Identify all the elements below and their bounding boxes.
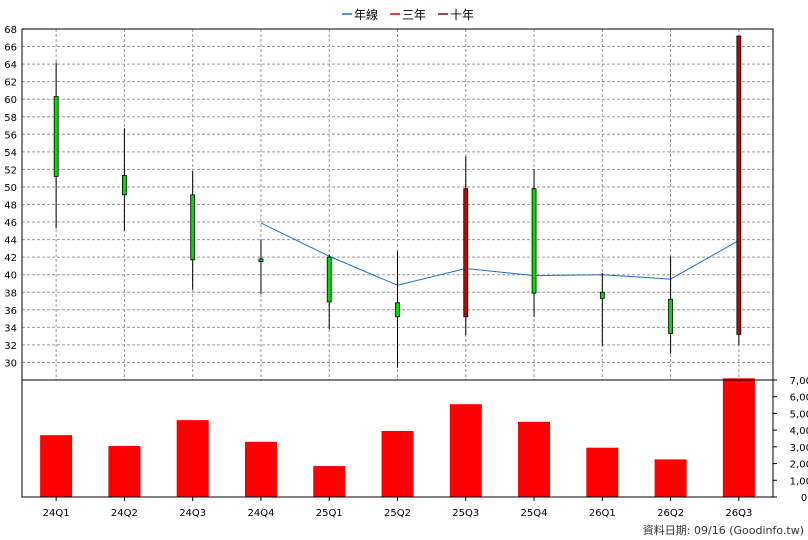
volume-tick-label: 6,000 bbox=[790, 393, 808, 404]
y-tick-label: 56 bbox=[4, 130, 17, 141]
y-tick-label: 30 bbox=[4, 358, 17, 369]
volume-tick-label: 7,000 bbox=[790, 376, 808, 387]
x-tick-label: 26Q3 bbox=[725, 508, 752, 519]
y-tick-label: 38 bbox=[4, 288, 17, 299]
chart-legend: 年線 三年 十年 bbox=[342, 7, 474, 22]
candle-body bbox=[668, 298, 673, 334]
legend-label: 十年 bbox=[450, 8, 474, 22]
volume-bar bbox=[313, 466, 346, 497]
volume-bar bbox=[176, 420, 209, 497]
y-tick-label: 58 bbox=[4, 113, 17, 124]
volume-bar bbox=[518, 421, 551, 497]
candle-body bbox=[531, 188, 537, 294]
candle-body bbox=[463, 188, 469, 318]
y-tick-label: 68 bbox=[4, 25, 17, 36]
x-tick-label: 24Q1 bbox=[43, 508, 70, 519]
y-tick-label: 40 bbox=[4, 271, 17, 282]
y-tick-label: 32 bbox=[4, 341, 17, 352]
candle-body bbox=[599, 291, 605, 299]
x-axis: 24Q1 24Q2 24Q3 24Q4 25Q1 25Q2 25Q3 25Q4 26Q1 26Q2… bbox=[43, 497, 752, 519]
candle-body bbox=[122, 175, 127, 196]
candle-body bbox=[326, 256, 332, 303]
x-tick-label: 25Q3 bbox=[452, 508, 479, 519]
volume-bar bbox=[244, 441, 277, 497]
candle-body bbox=[258, 258, 264, 262]
volume-bar bbox=[586, 447, 619, 497]
y-tick-label: 60 bbox=[4, 95, 17, 106]
y-tick-label: 44 bbox=[4, 236, 17, 247]
volume-tick-label: 2,000 bbox=[790, 460, 808, 471]
x-tick-label: 26Q1 bbox=[589, 508, 616, 519]
x-tick-label: 24Q2 bbox=[111, 508, 138, 519]
volume-tick-label: 0 bbox=[801, 493, 807, 504]
y-tick-label: 64 bbox=[4, 60, 17, 71]
y-tick-label: 52 bbox=[4, 165, 17, 176]
x-tick-label: 25Q1 bbox=[316, 508, 343, 519]
legend-label: 年線 bbox=[354, 7, 378, 22]
x-tick-label: 24Q4 bbox=[247, 508, 274, 519]
price-panel: 30 32 34 36 38 40 42 44 46 48 50 52 54 56 58 60 62 64 66 68 bbox=[4, 25, 774, 381]
volume-bar bbox=[722, 378, 755, 497]
x-tick-label: 25Q4 bbox=[521, 508, 548, 519]
volume-bar bbox=[381, 430, 414, 497]
x-tick-label: 24Q3 bbox=[179, 508, 206, 519]
volume-tick-label: 3,000 bbox=[790, 443, 808, 454]
legend-label: 三年 bbox=[402, 8, 426, 22]
volume-tick-label: 1,000 bbox=[790, 476, 808, 487]
y-tick-label: 62 bbox=[4, 78, 17, 89]
volume-bar bbox=[108, 446, 141, 497]
y-tick-label: 48 bbox=[4, 201, 17, 212]
candle-body bbox=[53, 96, 59, 177]
volume-tick-label: 4,000 bbox=[790, 426, 808, 437]
candle-body bbox=[190, 194, 196, 261]
source-note: 資料日期: 09/16 (Goodinfo.tw) bbox=[643, 523, 804, 537]
y-tick-label: 50 bbox=[4, 183, 17, 194]
y-tick-label: 34 bbox=[4, 323, 17, 334]
volume-bar bbox=[40, 435, 73, 497]
y-tick-label: 66 bbox=[4, 43, 17, 54]
y-tick-label: 46 bbox=[4, 218, 17, 229]
x-tick-label: 25Q2 bbox=[384, 508, 411, 519]
candle-body bbox=[395, 302, 400, 318]
candle-body bbox=[736, 35, 742, 335]
volume-bar bbox=[449, 404, 482, 497]
volume-bar bbox=[654, 459, 687, 497]
x-tick-label: 26Q2 bbox=[657, 508, 684, 519]
y-tick-label: 36 bbox=[4, 306, 17, 317]
y-tick-label: 42 bbox=[4, 253, 17, 264]
volume-tick-label: 5,000 bbox=[790, 409, 808, 420]
y-tick-label: 54 bbox=[4, 148, 17, 159]
ma-line-annual bbox=[260, 222, 740, 286]
volume-panel: 0 1,000 2,000 3,000 4,000 5,000 6,000 7,000 bbox=[21, 376, 808, 504]
